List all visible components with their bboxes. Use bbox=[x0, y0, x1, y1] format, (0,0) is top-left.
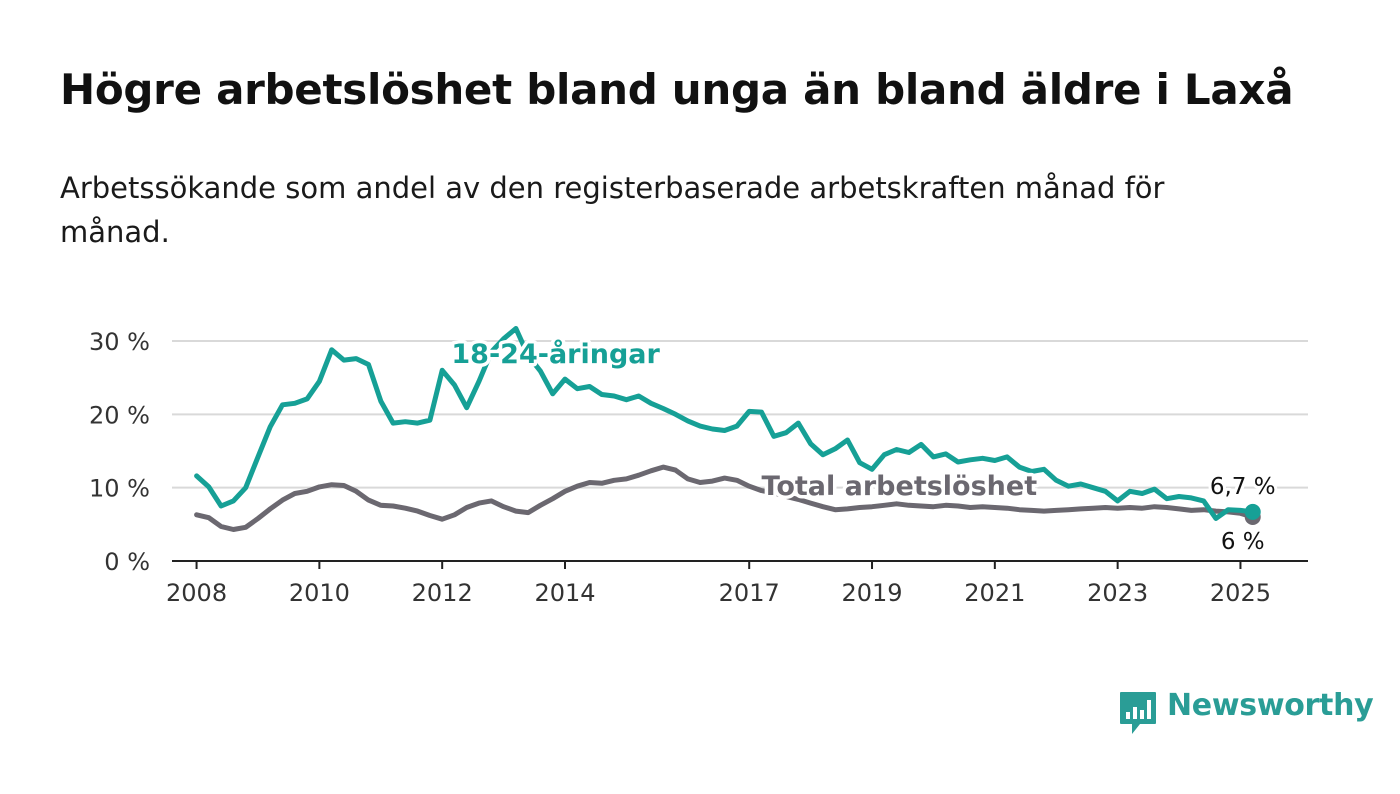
y-axis: 0 % 10 % 20 % 30 % bbox=[89, 328, 150, 576]
series-label-1: 18-24-åringar bbox=[451, 338, 660, 370]
x-tick-label: 2014 bbox=[534, 579, 595, 607]
x-axis: 2008 2010 2012 2014 2017 2019 2021 2023 2025 bbox=[166, 560, 1308, 607]
chart-title: Högre arbetslöshet bland unga än bland ä… bbox=[60, 65, 1294, 114]
y-tick-label: 10 % bbox=[89, 475, 150, 503]
series-lines bbox=[194, 326, 1256, 532]
x-tick-label: 2019 bbox=[841, 579, 902, 607]
y-tick-label: 20 % bbox=[89, 401, 150, 429]
series-line-0 bbox=[194, 464, 1256, 532]
x-tick-label: 2010 bbox=[289, 579, 350, 607]
x-tick-label: 2012 bbox=[412, 579, 473, 607]
series-end-label-1: 6,7 % bbox=[1210, 474, 1276, 500]
series-end-point-1 bbox=[1244, 503, 1261, 520]
x-tick-label: 2025 bbox=[1210, 579, 1271, 607]
brand-name[interactable]: Newsworthy bbox=[1167, 688, 1374, 723]
series-labels: Total arbetslöshet 18-24-åringar 6 % 6,7 % bbox=[448, 335, 1279, 559]
y-tick-label: 30 % bbox=[89, 328, 150, 356]
x-tick-label: 2023 bbox=[1087, 579, 1148, 607]
series-line-1 bbox=[194, 326, 1256, 521]
x-tick-label: 2008 bbox=[166, 579, 227, 607]
grid-lines bbox=[172, 340, 1308, 489]
y-tick-label: 0 % bbox=[104, 548, 150, 576]
x-tick-label: 2017 bbox=[719, 579, 780, 607]
series-end-label-0: 6 % bbox=[1221, 529, 1265, 555]
chart-subtitle: Arbetssökande som andel av den registerb… bbox=[60, 171, 1165, 249]
x-tick-label: 2021 bbox=[964, 579, 1025, 607]
series-label-0: Total arbetslöshet bbox=[761, 471, 1037, 502]
bar-chart-speech-bubble-icon bbox=[1120, 692, 1156, 734]
